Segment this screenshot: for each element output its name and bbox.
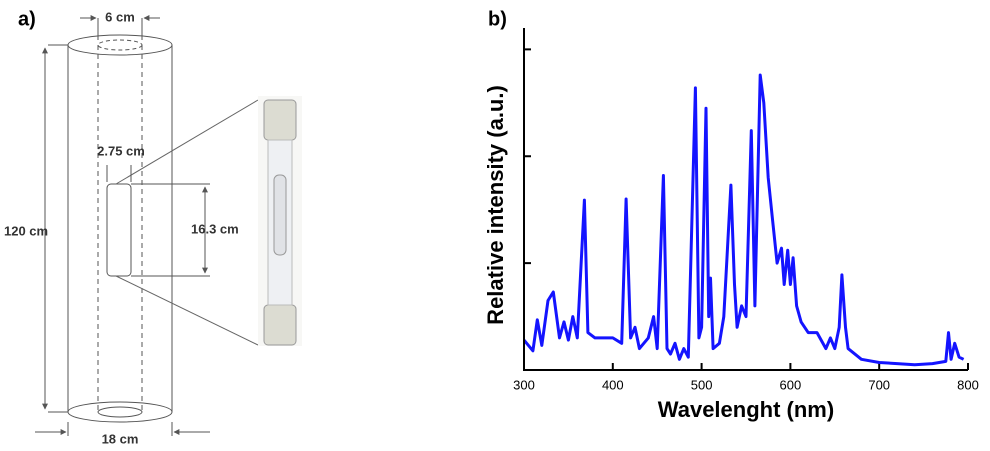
cylinder-diagram <box>35 15 259 436</box>
axes-frame <box>523 28 968 371</box>
panel-label: a) <box>18 8 36 30</box>
panel-label: b) <box>488 8 507 30</box>
x-axis-label: Wavelenght (nm) <box>658 397 834 422</box>
y-axis-label: Relative intensity (a.u.) <box>483 85 508 325</box>
dimension-label: 2.75 cm <box>97 143 145 158</box>
dimension-label: 16.3 cm <box>191 221 239 236</box>
x-tick-label: 700 <box>868 377 890 392</box>
dimension-label: 18 cm <box>102 431 139 446</box>
spectrum-line <box>522 73 965 367</box>
x-tick-label: 400 <box>602 377 624 392</box>
x-tick-label: 500 <box>691 377 713 392</box>
x-tick-label: 800 <box>957 377 979 392</box>
lamp-photo <box>258 96 302 346</box>
x-tick-label: 600 <box>780 377 802 392</box>
dimension-label: 6 cm <box>105 9 135 24</box>
x-tick-label: 300 <box>513 377 535 392</box>
dimension-label: 120 cm <box>4 223 48 238</box>
